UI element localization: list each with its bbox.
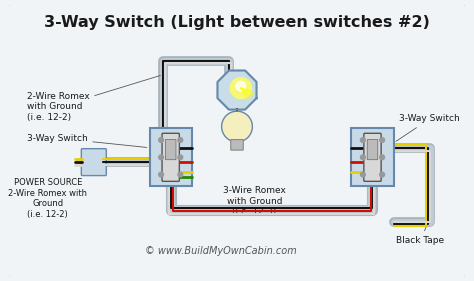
Circle shape [380,138,384,142]
Circle shape [361,138,365,142]
FancyBboxPatch shape [82,149,106,176]
Circle shape [178,138,182,142]
Circle shape [178,155,182,160]
Polygon shape [218,71,256,110]
FancyBboxPatch shape [351,128,393,186]
Text: POWER SOURCE
2-Wire Romex with
Ground
(i.e. 12-2): POWER SOURCE 2-Wire Romex with Ground (i… [8,178,87,219]
FancyBboxPatch shape [162,133,179,181]
Text: 3-Way Switch: 3-Way Switch [396,114,460,141]
Circle shape [380,172,384,177]
Text: © www.BuildMyOwnCabin.com: © www.BuildMyOwnCabin.com [145,246,297,256]
Circle shape [361,155,365,160]
FancyBboxPatch shape [231,140,243,150]
FancyBboxPatch shape [367,140,378,160]
Text: 2-Wire Romex
with Ground
(i.e. 12-2): 2-Wire Romex with Ground (i.e. 12-2) [27,76,160,122]
Text: 3-Way Switch: 3-Way Switch [27,133,147,148]
FancyBboxPatch shape [364,133,381,181]
Circle shape [236,81,246,91]
Circle shape [159,172,164,177]
Circle shape [222,111,252,142]
Circle shape [159,155,164,160]
Circle shape [159,138,164,142]
Circle shape [380,155,384,160]
FancyBboxPatch shape [150,128,192,186]
Text: 3-Way Switch (Light between switches #2): 3-Way Switch (Light between switches #2) [44,15,430,30]
FancyBboxPatch shape [165,140,176,160]
Circle shape [178,172,182,177]
Circle shape [361,172,365,177]
FancyBboxPatch shape [7,4,467,277]
Text: 3-Wire Romex
with Ground
(i.e. 12-3): 3-Wire Romex with Ground (i.e. 12-3) [223,186,286,216]
Text: Black Tape: Black Tape [396,219,445,245]
Circle shape [230,78,251,99]
